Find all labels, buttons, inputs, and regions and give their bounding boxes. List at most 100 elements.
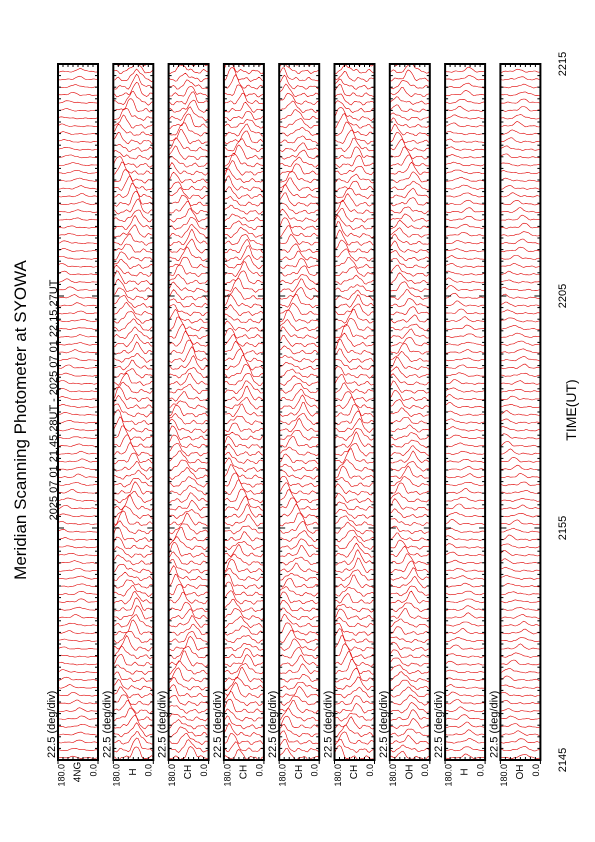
trace (500, 441, 541, 448)
channel-label: CH (239, 765, 250, 779)
trace (113, 425, 154, 441)
trace-group (389, 64, 430, 760)
trace (445, 90, 486, 97)
trace (445, 292, 486, 299)
trace (445, 527, 486, 533)
trace (389, 213, 430, 222)
trace (58, 590, 98, 595)
trace (389, 298, 430, 308)
trace (58, 92, 98, 96)
trace (334, 155, 375, 168)
trace (168, 391, 209, 402)
trace (334, 208, 375, 223)
trace (389, 525, 430, 534)
trace (113, 664, 154, 675)
trace (389, 187, 430, 199)
trace (113, 469, 154, 480)
trace (389, 734, 430, 745)
trace (279, 629, 320, 644)
trace (58, 294, 98, 299)
trace (223, 204, 264, 215)
trace (500, 534, 541, 541)
trace (500, 395, 541, 401)
scale-label: 22.5 (deg/div) (212, 691, 224, 758)
trace (58, 217, 98, 221)
trace (334, 695, 375, 706)
trace (445, 459, 486, 463)
trace (500, 675, 541, 682)
trace (279, 715, 320, 729)
trace (113, 536, 154, 550)
trace (389, 545, 430, 558)
trace (279, 319, 320, 332)
trace (334, 686, 375, 699)
trace (223, 590, 264, 605)
trace (223, 320, 264, 332)
trace (223, 698, 264, 713)
trace (279, 265, 320, 277)
trace (445, 324, 486, 331)
trace (58, 357, 98, 362)
trace (334, 70, 375, 82)
trace (279, 599, 320, 612)
trace (58, 676, 98, 681)
trace (168, 113, 209, 129)
trace (500, 348, 541, 354)
trace (279, 562, 320, 573)
trace (334, 586, 375, 597)
trace (113, 605, 154, 621)
trace (445, 122, 486, 128)
trace-group (58, 64, 98, 759)
trace (58, 622, 98, 627)
trace (58, 482, 98, 486)
trace (223, 348, 264, 363)
trace (279, 591, 320, 605)
trace (168, 425, 209, 441)
trace (279, 109, 320, 121)
trace (279, 233, 320, 246)
trace (500, 114, 541, 120)
trace (500, 372, 541, 377)
trace (168, 542, 209, 558)
trace (279, 83, 320, 98)
trace (445, 496, 486, 502)
trace (113, 98, 154, 113)
channel-label: 4NG (73, 761, 84, 782)
trace (113, 630, 154, 644)
trace-group (445, 64, 486, 759)
trace (389, 399, 430, 410)
trace (223, 294, 264, 309)
trace (58, 403, 98, 408)
trace (168, 194, 209, 206)
trace (223, 74, 264, 90)
trace (500, 325, 541, 330)
trace (58, 68, 98, 73)
trace (113, 123, 154, 136)
y-tick-label: 180.0 (388, 764, 398, 787)
trace (168, 162, 209, 176)
trace (500, 177, 541, 182)
trace (389, 728, 430, 737)
trace (113, 416, 154, 433)
trace (113, 679, 154, 691)
trace (334, 738, 375, 753)
trace (113, 614, 154, 628)
trace (168, 246, 209, 262)
y-tick-label: 180.0 (56, 764, 66, 787)
trace (223, 234, 264, 246)
trace (279, 135, 320, 144)
trace (279, 302, 320, 316)
trace (223, 715, 264, 730)
trace (279, 64, 320, 74)
trace (113, 634, 154, 652)
trace (279, 463, 320, 472)
trace (389, 138, 430, 152)
trace (389, 79, 430, 90)
trace (500, 456, 541, 463)
trace (113, 527, 154, 543)
trace (334, 324, 375, 340)
trace (168, 630, 209, 644)
trace (58, 334, 98, 338)
trace (223, 334, 264, 348)
trace (279, 177, 320, 191)
